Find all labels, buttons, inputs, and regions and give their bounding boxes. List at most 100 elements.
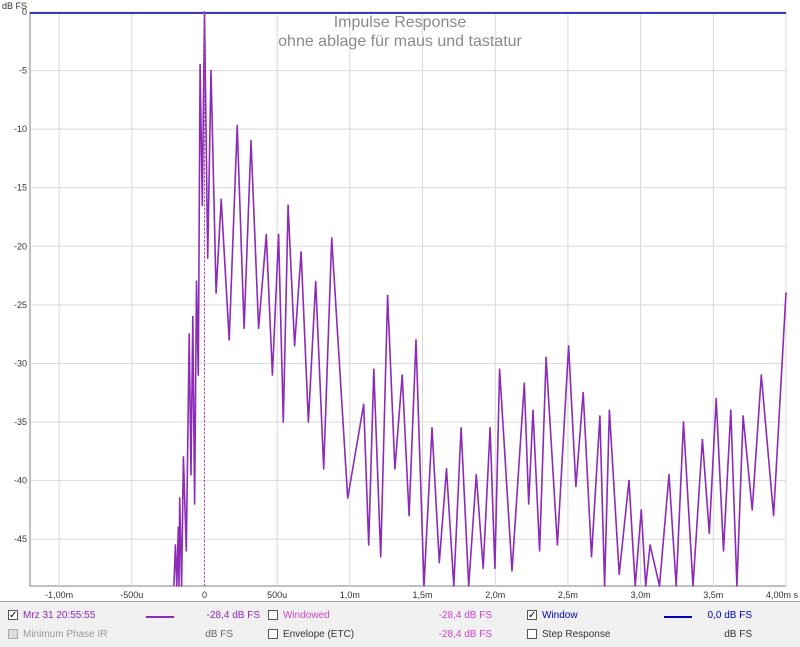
- y-tick-label: -30: [14, 358, 27, 368]
- x-tick-label: 2,0m: [485, 590, 505, 600]
- impulse-peak-point: [523, 382, 526, 385]
- impulse-peak-point: [195, 280, 198, 283]
- impulse-peak-point: [431, 427, 433, 429]
- impulse-peak-point: [220, 198, 222, 201]
- impulse-peak-point: [640, 509, 643, 511]
- impulse-peak-point: [498, 368, 501, 371]
- impulse-peak-point: [475, 473, 478, 476]
- y-tick-label: -15: [14, 183, 27, 193]
- x-tick-label: 1,5m: [413, 590, 433, 600]
- y-tick-label: -10: [14, 124, 27, 134]
- impulse-peak-point: [599, 415, 601, 417]
- windowed-label[interactable]: Windowed: [283, 610, 330, 621]
- minimum-phase-label[interactable]: Minimum Phase IR: [23, 629, 108, 640]
- x-tick-label: -1,00m: [45, 590, 73, 600]
- y-tick-label: -20: [14, 241, 27, 251]
- impulse-peak-point: [415, 339, 417, 341]
- window-value: 0,0 dB FS: [707, 610, 752, 621]
- impulse-peak-point: [401, 374, 404, 376]
- impulse-peak-point: [445, 468, 448, 470]
- impulse-peak-point: [314, 280, 317, 283]
- impulse-peak-point: [362, 403, 365, 406]
- impulse-peak-point: [210, 69, 212, 72]
- impulse-peak-point: [730, 409, 732, 412]
- impulse-peak-point: [701, 438, 704, 441]
- impulse-peak-point: [373, 368, 375, 371]
- envelope-checkbox[interactable]: [268, 629, 278, 639]
- x-tick-label: 3,0m: [631, 590, 651, 600]
- measurement-checkbox[interactable]: ✓: [8, 610, 18, 621]
- impulse-peak-point: [386, 294, 389, 297]
- y-tick-label: -45: [14, 534, 27, 544]
- measurement-swatch: [146, 616, 174, 618]
- y-tick-label: 0: [22, 7, 27, 17]
- minimum-phase-value: dB FS: [205, 629, 233, 640]
- impulse-peak-point: [192, 315, 194, 318]
- window-swatch: [664, 616, 692, 618]
- impulse-peak-point: [582, 391, 584, 394]
- impulse-peak-point: [545, 356, 547, 359]
- x-tick-label: 3,5m: [703, 590, 723, 600]
- envelope-value: -28,4 dB FS: [438, 629, 492, 640]
- impulse-peak-point: [182, 456, 185, 458]
- x-tick-label: 4,00m s: [766, 590, 799, 600]
- step-response-value: dB FS: [724, 629, 752, 640]
- impulse-peak-point: [199, 63, 201, 66]
- impulse-peak-point: [532, 409, 534, 412]
- impulse-peak-point: [287, 204, 289, 207]
- impulse-peak-point: [300, 251, 302, 253]
- impulse-peak-point: [188, 333, 190, 335]
- impulse-peak-point: [760, 374, 763, 376]
- step-response-checkbox[interactable]: [527, 629, 537, 639]
- grid-lines: [30, 11, 787, 586]
- impulse-peak-point: [608, 409, 611, 412]
- x-tick-label: -500u: [120, 590, 143, 600]
- series-layer: [30, 11, 787, 587]
- y-tick-label: -40: [14, 476, 27, 486]
- impulse-peak-point: [277, 233, 280, 236]
- x-tick-label: 500u: [267, 590, 287, 600]
- legend-row-2: Minimum Phase IR dB FS Envelope (ETC) -2…: [0, 625, 800, 645]
- window-checkbox[interactable]: ✓: [527, 610, 537, 621]
- measurement-value: -28,4 dB FS: [206, 610, 260, 621]
- y-tick-label: -35: [14, 417, 27, 427]
- legend-panel: ✓ Mrz 31 20:55:55 -28,4 dB FS Windowed -…: [0, 601, 800, 647]
- x-tick-label: 2,5m: [558, 590, 578, 600]
- measurement-label[interactable]: Mrz 31 20:55:55: [23, 610, 96, 621]
- x-tick-label: 0: [202, 590, 207, 600]
- windowed-checkbox[interactable]: [268, 610, 278, 620]
- y-tick-label: -5: [19, 66, 27, 76]
- windowed-value: -28,4 dB FS: [438, 610, 492, 621]
- impulse-peak-point: [649, 544, 651, 546]
- impulse-peak-point: [715, 397, 717, 400]
- impulse-peak-point: [682, 421, 685, 423]
- impulse-peak-point: [668, 473, 670, 476]
- envelope-label[interactable]: Envelope (ETC): [283, 629, 355, 640]
- impulse-peak-point: [250, 140, 252, 142]
- impulse-peak-point: [628, 479, 630, 482]
- legend-row-1: ✓ Mrz 31 20:55:55 -28,4 dB FS Windowed -…: [0, 606, 800, 626]
- x-axis-ticks: -1,00m -500u 0 500u 1,0m 1,5m 2,0m 2,5m 3,0m 3,5m…: [45, 590, 798, 600]
- x-tick-label: 1,0m: [340, 590, 360, 600]
- minimum-phase-checkbox[interactable]: [8, 629, 18, 639]
- impulse-peak-point: [460, 427, 462, 429]
- impulse-response-chart[interactable]: 0 -5 -10 -15 -20 -25 -30 -35 -40 -45 -1,00m -500u 0…: [0, 0, 800, 600]
- impulse-peak-point: [177, 526, 180, 529]
- impulse-peak-point: [785, 292, 787, 294]
- chart-title: Impulse Response: [334, 14, 467, 31]
- impulse-peak-point: [330, 237, 333, 239]
- y-axis-ticks: 0 -5 -10 -15 -20 -25 -30 -35 -40 -45: [14, 7, 27, 544]
- impulse-peak-point: [178, 497, 181, 499]
- impulse-peak-point: [489, 427, 491, 429]
- impulse-peak-point: [174, 544, 177, 546]
- impulse-peak-point: [742, 415, 744, 417]
- y-axis-unit-label: dB FS: [2, 1, 27, 11]
- impulse-peak-point: [236, 124, 238, 127]
- impulse-peak-point: [265, 233, 268, 236]
- step-response-label[interactable]: Step Response: [542, 629, 611, 640]
- window-label[interactable]: Window: [542, 610, 578, 621]
- impulse-peak-point: [567, 345, 570, 347]
- chart-subtitle: ohne ablage für maus und tastatur: [278, 33, 522, 50]
- impulse-response-line: [173, 11, 787, 587]
- y-tick-label: -25: [14, 300, 27, 310]
